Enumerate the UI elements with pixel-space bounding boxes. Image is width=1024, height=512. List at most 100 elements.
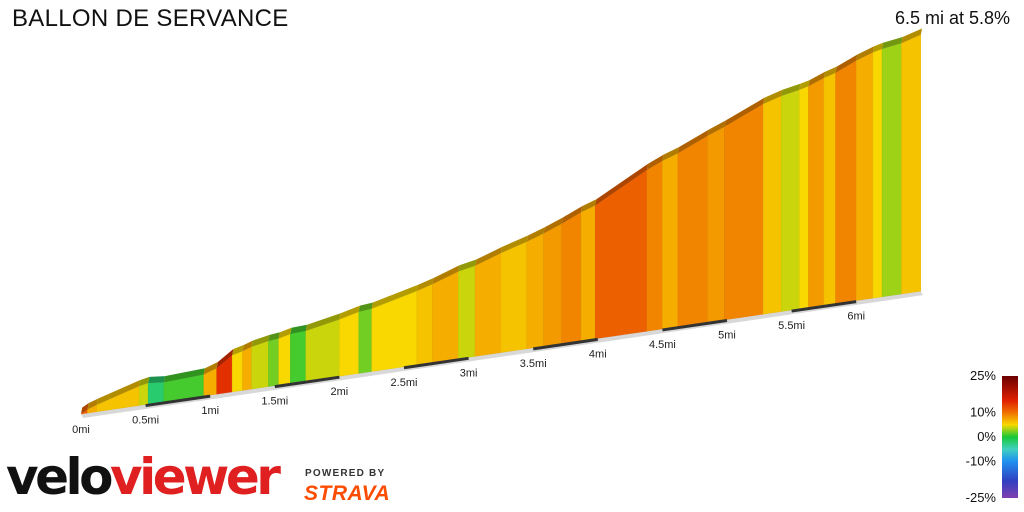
profile-segment bbox=[799, 80, 810, 310]
profile-segment-face bbox=[138, 382, 149, 406]
profile-segment-face bbox=[724, 103, 764, 321]
profile-segment-face bbox=[251, 340, 269, 390]
profile-segment-top bbox=[677, 129, 709, 154]
profile-segment-top bbox=[500, 235, 528, 254]
profile-segment-top bbox=[882, 36, 903, 50]
profile-segment-top bbox=[251, 334, 270, 347]
profile-segment-top bbox=[81, 403, 89, 414]
profile-segment-face bbox=[500, 241, 527, 353]
profile-segment bbox=[662, 147, 680, 330]
distance-tick-label: 0.5mi bbox=[132, 415, 159, 427]
profile-segment bbox=[526, 227, 545, 350]
profile-segment bbox=[823, 66, 837, 306]
profile-segment bbox=[856, 46, 875, 301]
profile-segment-face bbox=[808, 77, 825, 308]
distance-scale-band bbox=[662, 319, 728, 332]
profile-segment bbox=[416, 277, 434, 366]
veloviewer-logo[interactable]: veloviewer bbox=[6, 452, 281, 502]
profile-segment bbox=[339, 305, 360, 377]
profile-segment-face bbox=[339, 311, 359, 377]
distance-scale-band bbox=[274, 375, 340, 389]
profile-segment-top bbox=[475, 246, 503, 266]
profile-segment-face bbox=[872, 48, 883, 299]
profile-segment bbox=[595, 163, 649, 340]
distance-tick-label: 2.5mi bbox=[391, 377, 418, 389]
profile-segment bbox=[707, 120, 726, 323]
strava-logo[interactable]: STRAVA bbox=[304, 482, 391, 505]
profile-segment-face bbox=[290, 330, 307, 384]
distance-scale-band bbox=[145, 394, 211, 408]
gradient-legend-label: 25% bbox=[970, 368, 996, 383]
profile-segment bbox=[305, 313, 341, 382]
profile-segment bbox=[781, 83, 801, 312]
profile-segment-top bbox=[139, 376, 150, 387]
profile-segments bbox=[80, 28, 922, 415]
profile-segment bbox=[872, 42, 884, 299]
profile-segment-top bbox=[87, 398, 98, 410]
profile-segment-top bbox=[290, 324, 308, 335]
profile-segment-top bbox=[416, 277, 434, 292]
profile-segment bbox=[881, 36, 903, 298]
profile-segment-face bbox=[147, 382, 164, 405]
profile-segment-top bbox=[901, 28, 922, 44]
profile-segment-face bbox=[231, 351, 243, 393]
profile-segment-face bbox=[543, 223, 562, 347]
profile-segment-face bbox=[432, 271, 459, 363]
profile-segment-top bbox=[595, 163, 649, 206]
profile-segment-top bbox=[856, 46, 875, 61]
distance-tick-label: 5.5mi bbox=[778, 320, 805, 332]
gradient-legend-bar bbox=[1002, 376, 1018, 498]
profile-segment bbox=[474, 246, 503, 357]
profile-segment-top bbox=[371, 284, 419, 309]
veloviewer-logo-part-b: viewer bbox=[110, 448, 281, 506]
distance-scale-band bbox=[403, 356, 469, 370]
profile-segment bbox=[677, 129, 709, 327]
profile-segment-top bbox=[763, 89, 783, 105]
profile-segment-face bbox=[561, 212, 582, 344]
veloviewer-logo-part-a: velo bbox=[6, 448, 114, 506]
profile-segment bbox=[216, 349, 234, 395]
profile-segment-face bbox=[526, 233, 544, 350]
profile-segment-top bbox=[799, 80, 810, 91]
profile-segment-top bbox=[358, 302, 373, 313]
profile-segment-face bbox=[881, 43, 902, 298]
distance-tick-label: 6mi bbox=[847, 311, 865, 323]
profile-segment-top bbox=[216, 349, 234, 369]
profile-segment bbox=[580, 199, 597, 342]
profile-segment bbox=[138, 376, 150, 406]
profile-segment-face bbox=[474, 252, 502, 357]
powered-by-label: POWERED BY bbox=[305, 468, 386, 479]
profile-segment-top bbox=[526, 227, 545, 242]
distance-scale-band bbox=[532, 337, 599, 351]
distance-tick-label: 4.5mi bbox=[649, 339, 676, 351]
profile-segment-top bbox=[662, 147, 680, 162]
profile-segment-face bbox=[781, 89, 800, 312]
profile-segment-face bbox=[458, 265, 476, 360]
profile-segment-top bbox=[148, 376, 165, 384]
profile-segment bbox=[147, 376, 165, 405]
profile-segment-top bbox=[707, 120, 726, 136]
profile-segment bbox=[87, 398, 98, 414]
profile-segment-top bbox=[808, 71, 826, 87]
profile-segment bbox=[242, 340, 253, 391]
profile-segment bbox=[762, 89, 783, 315]
profile-segment-top bbox=[835, 54, 858, 73]
profile-segment-face bbox=[677, 135, 708, 327]
profile-segment-face bbox=[646, 160, 663, 332]
profile-segment-face bbox=[268, 338, 279, 387]
profile-segment-face bbox=[856, 52, 874, 301]
profile-segment-top bbox=[232, 345, 244, 356]
distance-tick-label: 4mi bbox=[589, 348, 607, 360]
profile-segment bbox=[290, 324, 308, 384]
profile-segment-face bbox=[762, 95, 782, 315]
profile-segment-face bbox=[416, 284, 433, 366]
profile-segment-top bbox=[543, 217, 563, 234]
profile-segment bbox=[458, 259, 477, 360]
profile-segment-top bbox=[724, 97, 765, 127]
profile-segment-face bbox=[278, 333, 291, 386]
distance-tick-label: 3.5mi bbox=[520, 358, 547, 370]
profile-segment-top bbox=[781, 83, 801, 97]
profile-segment bbox=[371, 284, 419, 372]
profile-segment bbox=[724, 97, 765, 321]
profile-segment bbox=[500, 235, 528, 353]
